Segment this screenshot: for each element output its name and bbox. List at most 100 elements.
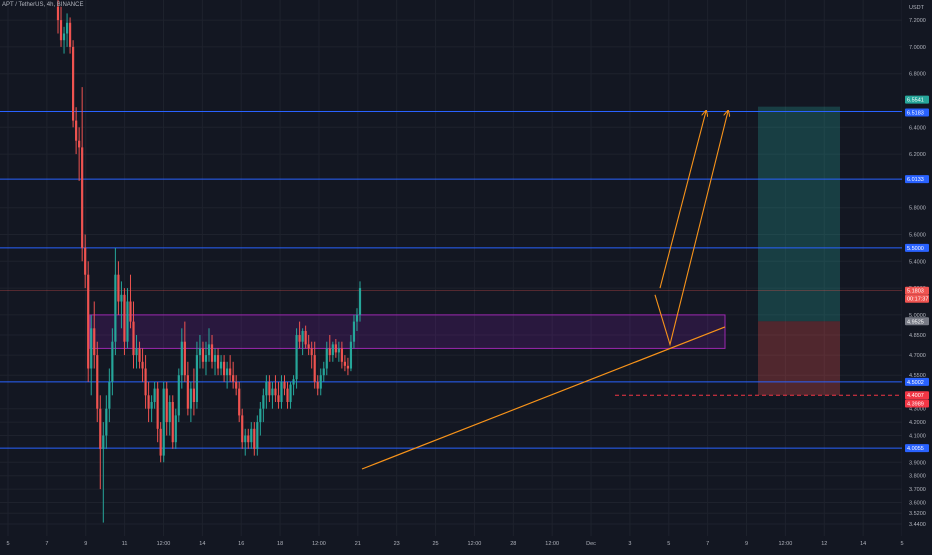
time-tick-label: 14 bbox=[199, 541, 205, 547]
candle-body bbox=[189, 388, 192, 409]
price-label-level: 4.5002 bbox=[905, 377, 929, 386]
candle-body bbox=[238, 388, 241, 416]
time-axis[interactable]: 5 7 9 11 12:00 14 16 18 12:00 21 23 25 12:00 28 12:00 D… bbox=[6, 541, 903, 547]
candle-body bbox=[280, 381, 283, 402]
candle-body bbox=[81, 147, 84, 248]
price-label-bg bbox=[905, 444, 929, 453]
price-tick-label: 7.0000 bbox=[909, 45, 926, 51]
candle-body bbox=[313, 355, 316, 382]
ascending-trendline[interactable] bbox=[361, 326, 726, 470]
price-label-bg bbox=[905, 175, 929, 184]
candle-body bbox=[244, 435, 247, 443]
price-label-bg bbox=[905, 391, 929, 400]
price-tick-label: 3.5200 bbox=[909, 511, 926, 517]
candle-body bbox=[99, 408, 102, 449]
time-tick-label: 28 bbox=[510, 541, 516, 547]
candle-body bbox=[65, 22, 69, 34]
candle-body bbox=[346, 365, 350, 369]
candle-body bbox=[316, 381, 319, 389]
zones bbox=[89, 106, 840, 396]
candle-body bbox=[183, 341, 186, 376]
candle-body bbox=[117, 274, 120, 302]
price-tick-label: 4.7000 bbox=[909, 353, 926, 359]
target-zone bbox=[758, 106, 840, 322]
price-label-text: 4.5002 bbox=[907, 380, 924, 386]
price-label-bg bbox=[905, 108, 929, 117]
candle-body bbox=[147, 395, 150, 409]
time-tick-label: 12:00 bbox=[157, 541, 171, 547]
candle-body bbox=[226, 368, 229, 376]
time-tick-label: 5 bbox=[6, 541, 9, 547]
candle-body bbox=[307, 344, 310, 349]
candle-body bbox=[340, 348, 343, 362]
time-tick-label: 23 bbox=[394, 541, 400, 547]
symbol-title[interactable]: APT / TetherUS, 4h, BINANCE bbox=[2, 2, 84, 8]
candles bbox=[56, 0, 362, 523]
candle-body bbox=[114, 274, 117, 342]
candle-body bbox=[259, 408, 262, 423]
price-label-stop2: 4.3989 bbox=[905, 399, 929, 408]
candle-body bbox=[334, 344, 337, 353]
candle-body bbox=[343, 361, 346, 366]
price-tick-label: 4.1000 bbox=[909, 434, 926, 440]
price-label-stop: 4.4007 bbox=[905, 391, 929, 400]
price-label-level: 4.0055 bbox=[905, 444, 929, 453]
price-label-bg bbox=[905, 95, 929, 104]
candle-body bbox=[331, 344, 334, 356]
candle-body bbox=[129, 301, 132, 322]
price-tick-label: 3.9000 bbox=[909, 460, 926, 466]
candle-body bbox=[156, 388, 159, 429]
time-tick-label: 12:00 bbox=[545, 541, 559, 547]
price-label-bg bbox=[905, 399, 929, 408]
candle-body bbox=[180, 341, 183, 376]
candle-body bbox=[195, 355, 199, 402]
time-tick-label: 7 bbox=[706, 541, 709, 547]
candle-body bbox=[277, 395, 280, 402]
currency-label: USDT bbox=[909, 5, 925, 11]
candle-body bbox=[174, 415, 177, 443]
price-label-bg bbox=[905, 377, 929, 386]
candle-body bbox=[192, 388, 195, 402]
time-tick-label: 14 bbox=[860, 541, 866, 547]
projection-arrow-path[interactable] bbox=[654, 111, 728, 347]
price-label-text: 5.5000 bbox=[907, 246, 924, 252]
candle-body bbox=[256, 422, 259, 449]
price-tick-label: 4.5500 bbox=[909, 373, 926, 379]
candle-body bbox=[328, 348, 331, 356]
price-label-target: 6.5541 bbox=[905, 95, 929, 104]
candle-body bbox=[68, 22, 72, 47]
time-tick-label: 7 bbox=[45, 541, 48, 547]
candle-body bbox=[168, 402, 171, 423]
price-axis[interactable]: USDT 7.2000 7.0000 6.8000 6.4000 6.2000 5.8000… bbox=[902, 0, 932, 550]
candle-body bbox=[216, 355, 220, 369]
price-label-text: 4.9525 bbox=[907, 319, 924, 325]
horizontal-levels[interactable] bbox=[0, 110, 902, 449]
candle-body bbox=[126, 301, 129, 342]
price-label-level: 6.0133 bbox=[905, 175, 929, 184]
time-tick-label: Dec bbox=[586, 541, 596, 547]
price-tick-label: 5.8000 bbox=[909, 206, 926, 212]
drawings[interactable] bbox=[361, 111, 728, 470]
candle-body bbox=[322, 368, 325, 376]
price-label-text: 6.5183 bbox=[907, 110, 924, 116]
price-label-bg bbox=[905, 243, 929, 252]
candle-body bbox=[108, 381, 111, 409]
candle-body bbox=[132, 321, 135, 356]
price-label-text: 00:17:37 bbox=[907, 297, 928, 303]
candle-body bbox=[241, 415, 244, 443]
candle-body bbox=[219, 361, 223, 369]
supply-zone bbox=[89, 314, 726, 349]
price-tick-label: 4.8500 bbox=[909, 333, 926, 339]
candle-body bbox=[283, 381, 286, 389]
projection-arrow-path-2[interactable] bbox=[659, 111, 706, 289]
candle-body bbox=[292, 379, 295, 385]
price-tick-label: 5.4000 bbox=[909, 259, 926, 265]
price-tick-label: 6.8000 bbox=[909, 72, 926, 78]
candle-body bbox=[271, 388, 274, 396]
price-label-text: 6.5541 bbox=[907, 98, 924, 104]
time-tick-label: 25 bbox=[433, 541, 439, 547]
candle-body bbox=[56, 6, 60, 21]
candle-body bbox=[204, 355, 208, 362]
